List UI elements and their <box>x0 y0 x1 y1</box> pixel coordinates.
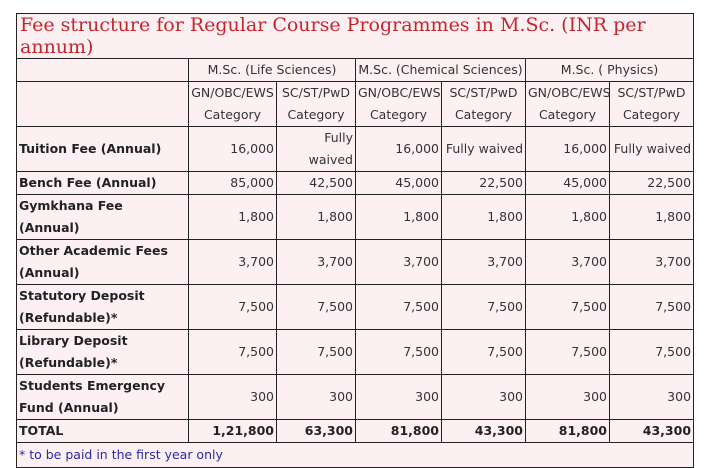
fee-cell: 3,700 <box>188 239 277 285</box>
category-name: GN/OBC/EWS <box>191 85 274 100</box>
category-suffix: Category <box>538 107 597 122</box>
programme-header: M.Sc. (Chemical Sciences) <box>355 58 526 82</box>
fee-cell: 1,800 <box>441 194 526 240</box>
fee-cell: 300 <box>441 374 526 420</box>
fee-cell: 300 <box>188 374 277 420</box>
fee-cell: 43,300 <box>608 419 695 443</box>
table-row: Students Emergency Fund (Annual) 300 300 30… <box>16 374 695 420</box>
table-title: Fee structure for Regular Course Program… <box>15 13 695 59</box>
category-header: SC/ST/PwD Category <box>608 81 695 127</box>
programme-header: M.Sc. (Life Sciences) <box>188 58 356 82</box>
category-header: GN/OBC/EWS Category <box>188 81 277 127</box>
fee-cell: 22,500 <box>441 171 526 195</box>
fee-cell: 7,500 <box>608 284 695 330</box>
row-label: Students Emergency Fund (Annual) <box>16 374 189 420</box>
table-row: Tuition Fee (Annual) 16,000 Fully waived 16… <box>16 126 695 172</box>
fee-cell: 3,700 <box>276 239 356 285</box>
fee-cell: 85,000 <box>188 171 277 195</box>
category-suffix: Category <box>203 107 262 122</box>
fee-cell: 43,300 <box>441 419 526 443</box>
fee-cell: 81,800 <box>355 419 442 443</box>
fee-cell: 1,800 <box>355 194 442 240</box>
fee-cell: 1,800 <box>188 194 277 240</box>
fee-cell: 1,800 <box>276 194 356 240</box>
fee-cell: 7,500 <box>525 329 610 375</box>
fee-cell: 3,700 <box>525 239 610 285</box>
fee-cell: 81,800 <box>525 419 610 443</box>
table-row: Statutory Deposit (Refundable)* 7,500 7,50… <box>16 284 695 330</box>
fee-cell: 7,500 <box>441 284 526 330</box>
fee-cell: 45,000 <box>525 171 610 195</box>
category-name: SC/ST/PwD <box>617 85 686 100</box>
fee-structure-table: Fee structure for Regular Course Program… <box>15 13 695 468</box>
fee-cell: Fully waived <box>441 126 526 172</box>
fee-cell: 7,500 <box>276 329 356 375</box>
category-name: GN/OBC/EWS <box>358 85 441 100</box>
fee-cell: 1,800 <box>608 194 695 240</box>
category-suffix: Category <box>287 107 345 122</box>
category-header: SC/ST/PwD Category <box>441 81 526 127</box>
fee-cell: 300 <box>608 374 695 420</box>
fee-cell: 7,500 <box>441 329 526 375</box>
category-suffix: Category <box>454 107 513 122</box>
fee-cell: 42,500 <box>276 171 356 195</box>
fee-cell: 300 <box>355 374 442 420</box>
fee-cell: 3,700 <box>441 239 526 285</box>
table-row: Bench Fee (Annual) 85,000 42,500 45,000 22,5… <box>16 171 695 195</box>
programme-header: M.Sc. ( Physics) <box>524 58 695 82</box>
programme-header-row: M.Sc. (Life Sciences) M.Sc. (Chemical Sc… <box>16 58 695 82</box>
fee-cell: 7,500 <box>188 284 277 330</box>
row-label: Statutory Deposit (Refundable)* <box>16 284 189 330</box>
row-label: Bench Fee (Annual) <box>16 171 189 195</box>
fee-cell: 16,000 <box>355 126 442 172</box>
fee-cell: 7,500 <box>525 284 610 330</box>
row-label: TOTAL <box>16 419 189 443</box>
fee-cell: 7,500 <box>188 329 277 375</box>
category-name: SC/ST/PwD <box>281 85 351 100</box>
fee-cell: Fully waived <box>608 126 695 172</box>
fee-cell: 16,000 <box>188 126 277 172</box>
category-name: GN/OBC/EWS <box>528 85 611 100</box>
fee-cell: 7,500 <box>276 284 356 330</box>
fee-cell: 3,700 <box>355 239 442 285</box>
fee-cell: 1,21,800 <box>188 419 277 443</box>
fee-cell: 45,000 <box>355 171 442 195</box>
footnote: * to be paid in the first year only <box>15 442 695 468</box>
fee-cell: 7,500 <box>355 284 442 330</box>
category-header: GN/OBC/EWS Category <box>355 81 442 127</box>
fee-cell: 3,700 <box>608 239 695 285</box>
row-label: Library Deposit (Refundable)* <box>16 329 189 375</box>
table-row: TOTAL 1,21,800 63,300 81,800 43,300 81,800 43,… <box>16 419 695 443</box>
fee-cell: 22,500 <box>608 171 695 195</box>
fee-cell: Fully waived <box>276 126 356 172</box>
fee-cell: 7,500 <box>355 329 442 375</box>
table-row: Gymkhana Fee (Annual) 1,800 1,800 1,800 1,80… <box>16 194 695 240</box>
category-header: GN/OBC/EWS Category <box>525 81 611 127</box>
fee-cell: 1,800 <box>525 194 610 240</box>
fee-cell: 63,300 <box>276 419 356 443</box>
fee-cell: 7,500 <box>608 329 695 375</box>
table-row: Library Deposit (Refundable)* 7,500 7,500 7… <box>16 329 695 375</box>
table-row: Other Academic Fees (Annual) 3,700 3,700 3,… <box>16 239 695 285</box>
fee-cell: 16,000 <box>525 126 610 172</box>
category-header-row: GN/OBC/EWS Category SC/ST/PwD Category GN/OB… <box>16 81 695 127</box>
fee-cell: 300 <box>525 374 610 420</box>
row-label: Gymkhana Fee (Annual) <box>16 194 189 240</box>
row-label: Other Academic Fees (Annual) <box>16 239 189 285</box>
row-label: Tuition Fee (Annual) <box>16 126 189 172</box>
category-suffix: Category <box>369 107 428 122</box>
category-header: SC/ST/PwD Category <box>276 81 356 127</box>
category-name: SC/ST/PwD <box>449 85 518 100</box>
category-suffix: Category <box>622 107 681 122</box>
fee-cell: 300 <box>276 374 356 420</box>
